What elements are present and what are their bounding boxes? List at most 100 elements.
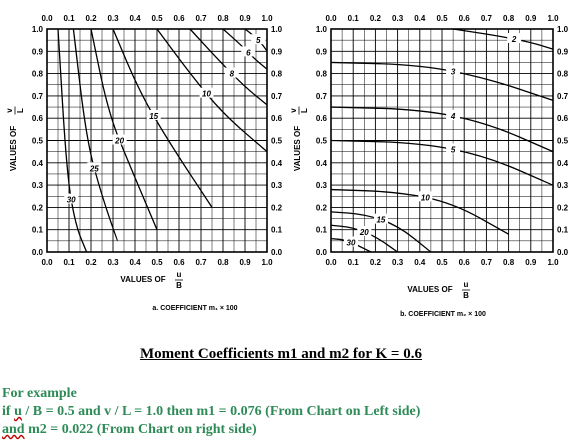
y-axis-label-den: L xyxy=(300,108,309,113)
y-tick-label-left: 0.2 xyxy=(316,203,328,212)
chart-right: 0.0 0.1 0.2 0.3 0.4 0.5 0.6 0.7 0.8 0.9 1.00.0 0.1 0… xyxy=(289,14,569,318)
x-tick-label-bottom: 0.7 xyxy=(195,258,207,267)
x-axis-label-num: u xyxy=(464,280,469,289)
y-tick-label-left: 0.8 xyxy=(32,70,44,79)
y-tick-label-right: 1.0 xyxy=(271,25,283,34)
curve-label-4: 4 xyxy=(450,112,456,121)
x-tick-label-bottom: 0.1 xyxy=(63,258,75,267)
curve-label-bg xyxy=(446,109,461,120)
y-tick-label-left: 0.7 xyxy=(316,92,328,101)
y-tick-label-right: 0.2 xyxy=(557,203,569,212)
x-tick-label-bottom: 0.5 xyxy=(151,258,163,267)
x-tick-label-bottom: 0.4 xyxy=(129,258,141,267)
x-tick-label-bottom: 0.7 xyxy=(481,258,493,267)
curve-label-bg xyxy=(199,87,214,98)
curve-label-bg xyxy=(357,225,372,236)
x-tick-label-top: 0.0 xyxy=(325,14,337,23)
x-tick-label-top: 0.8 xyxy=(217,14,229,23)
curve-label-2: 2 xyxy=(511,35,517,44)
y-tick-label-left: 0.5 xyxy=(32,137,44,146)
curve-label-5: 5 xyxy=(256,36,261,45)
y-tick-label-right: 0.7 xyxy=(557,92,569,101)
y-tick-label-left: 0.6 xyxy=(32,114,44,123)
curve-label-15: 15 xyxy=(376,216,385,225)
curve-label-bg xyxy=(343,236,358,247)
y-tick-label-left: 0.4 xyxy=(316,159,328,168)
x-tick-label-top: 0.1 xyxy=(63,14,75,23)
y-tick-label-right: 0.6 xyxy=(557,114,569,123)
y-tick-label-left: 0.7 xyxy=(32,92,44,101)
y-tick-label-left: 0.8 xyxy=(316,70,328,79)
x-tick-label-top: 0.9 xyxy=(239,14,251,23)
y-tick-label-left: 0.2 xyxy=(32,203,44,212)
x-axis-label-text: VALUES OF xyxy=(120,275,165,284)
curve-label-30: 30 xyxy=(347,239,356,248)
y-tick-label-left: 1.0 xyxy=(32,25,44,34)
x-tick-label-top: 0.2 xyxy=(85,14,97,23)
y-tick-label-left: 0.4 xyxy=(32,159,44,168)
x-tick-label-top: 0.5 xyxy=(436,14,448,23)
y-tick-label-left: 0.3 xyxy=(32,181,44,190)
example-line-1: For example xyxy=(2,386,77,401)
x-tick-label-bottom: 0.9 xyxy=(239,258,251,267)
y-tick-label-right: 0.0 xyxy=(557,248,569,257)
example-line-3-word: and xyxy=(2,422,25,437)
example-line-2-pre: if xyxy=(2,404,11,419)
curve-label-10: 10 xyxy=(202,90,211,99)
curve-label-bg xyxy=(224,67,239,78)
curve-label-3: 3 xyxy=(451,67,456,76)
x-axis-label-text: VALUES OF xyxy=(407,285,452,294)
curve-label-bg xyxy=(64,193,79,204)
example-line-2-rest: / B = 0.5 and v / L = 1.0 then m1 = 0.07… xyxy=(21,404,421,419)
y-tick-label-right: 0.3 xyxy=(271,181,283,190)
y-tick-label-right: 0.3 xyxy=(557,181,569,190)
y-tick-label-right: 0.9 xyxy=(271,47,283,56)
y-tick-label-right: 0.6 xyxy=(271,114,283,123)
chart-caption: a. COEFFICIENT m₁ × 100 xyxy=(152,305,237,312)
x-tick-label-top: 0.4 xyxy=(129,14,141,23)
x-tick-label-bottom: 1.0 xyxy=(261,258,273,267)
y-tick-label-right: 0.7 xyxy=(271,92,283,101)
x-tick-label-bottom: 0.0 xyxy=(325,258,337,267)
y-tick-label-right: 0.1 xyxy=(557,226,569,235)
y-tick-label-right: 0.4 xyxy=(271,159,283,168)
curve-label-bg xyxy=(251,34,266,45)
x-tick-label-top: 0.4 xyxy=(414,14,426,23)
y-tick-label-left: 0.9 xyxy=(32,47,44,56)
y-tick-label-left: 0.1 xyxy=(316,226,328,235)
x-tick-label-bottom: 0.2 xyxy=(370,258,382,267)
example-line-3-rest: m2 = 0.022 (From Chart on right side) xyxy=(24,422,257,437)
series-line-2 xyxy=(453,28,554,50)
curve-label-bg xyxy=(446,143,461,154)
curve-label-30: 30 xyxy=(67,196,76,205)
chart-left: 0.0 0.1 0.2 0.3 0.4 0.5 0.6 0.7 0.8 0.9 1.0 0.0 0.1 0… xyxy=(5,14,283,312)
x-tick-label-top: 1.0 xyxy=(261,14,273,23)
curve-label-bg xyxy=(87,162,102,173)
y-axis-label-num: v xyxy=(289,108,298,113)
x-tick-label-bottom: 1.0 xyxy=(547,258,559,267)
x-tick-label-bottom: 0.2 xyxy=(85,258,97,267)
page-heading: Moment Coefficients m1 and m2 for K = 0.… xyxy=(140,346,422,362)
x-tick-label-bottom: 0.6 xyxy=(459,258,471,267)
curve-label-bg xyxy=(373,213,388,224)
y-tick-label-left: 0.0 xyxy=(32,248,44,257)
chart-caption: b. COEFFICIENT m₂ × 100 xyxy=(400,311,486,318)
curve-label-20: 20 xyxy=(114,137,124,146)
example-line-3: and m2 = 0.022 (From Chart on right side… xyxy=(2,421,420,439)
curve-label-25: 25 xyxy=(89,164,99,173)
y-axis-label-num: v xyxy=(5,108,14,113)
y-axis-label-den: L xyxy=(16,108,25,113)
curve-label-20: 20 xyxy=(359,228,369,237)
example-text: For example if u / B = 0.5 and v / L = 1… xyxy=(2,385,420,439)
x-tick-label-top: 0.3 xyxy=(107,14,119,23)
x-tick-label-top: 0.6 xyxy=(173,14,185,23)
y-tick-label-right: 0.9 xyxy=(557,47,569,56)
coefficient-charts: 0.0 0.1 0.2 0.3 0.4 0.5 0.6 0.7 0.8 0.9 1.00.0 0.1 0… xyxy=(5,14,569,318)
y-tick-label-right: 0.1 xyxy=(271,226,283,235)
y-axis-label-text: VALUES OF xyxy=(293,126,302,171)
x-tick-label-bottom: 0.4 xyxy=(414,258,426,267)
x-tick-label-bottom: 0.0 xyxy=(41,258,53,267)
y-tick-label-left: 0.6 xyxy=(316,114,328,123)
x-tick-label-bottom: 0.9 xyxy=(525,258,537,267)
x-tick-label-top: 0.9 xyxy=(525,14,537,23)
